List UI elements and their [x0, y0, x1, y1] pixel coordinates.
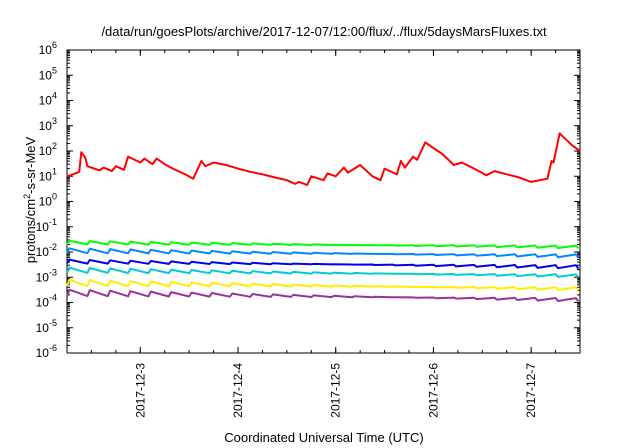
- y-tick-exponent: 0: [52, 192, 57, 202]
- series-line-3: [66, 258, 580, 270]
- series-line-6: [66, 288, 580, 303]
- y-tick-exponent: 5: [52, 65, 57, 75]
- x-tick-label: 2017-12-5: [329, 363, 343, 418]
- x-tick-label: 2017-12-3: [133, 363, 147, 418]
- y-tick-exponent: 4: [52, 91, 57, 101]
- y-tick-exponent: -3: [49, 267, 57, 277]
- y-tick-exponent: -5: [49, 318, 57, 328]
- x-axis-ticks: 2017-12-3 2017-12-4 2017-12-5 2017-12-6 2017…: [66, 50, 581, 418]
- y-tick-exponent: -6: [49, 343, 57, 353]
- y-tick-exponent: 1: [52, 166, 57, 176]
- series-line-5: [66, 278, 580, 292]
- y-axis-label: protons/cm2-s-sr-MeV: [22, 136, 38, 263]
- y-tick-exponent: -2: [49, 242, 57, 252]
- x-tick-label: 2017-12-4: [231, 363, 245, 418]
- y-tick-exponent: 6: [52, 40, 57, 50]
- x-axis-label: Coordinated Universal Time (UTC): [224, 430, 423, 445]
- y-tick-exponent: -4: [49, 293, 57, 303]
- y-label-superscript: 2: [22, 194, 32, 199]
- series-line-1: [66, 239, 580, 249]
- x-tick-label: 2017-12-7: [524, 363, 538, 418]
- series-line-0: [66, 132, 581, 186]
- series-layer: [66, 132, 581, 303]
- x-tick-label: 2017-12-6: [426, 363, 440, 418]
- y-tick-exponent: -1: [49, 217, 57, 227]
- y-tick-exponent: 2: [52, 141, 57, 151]
- y-tick-exponent: 3: [52, 116, 57, 126]
- series-line-2: [66, 247, 580, 259]
- y-label-rest: -s-sr-MeV: [23, 136, 38, 193]
- chart-title: /data/run/goesPlots/archive/2017-12-07/1…: [101, 24, 547, 39]
- series-line-4: [66, 266, 580, 278]
